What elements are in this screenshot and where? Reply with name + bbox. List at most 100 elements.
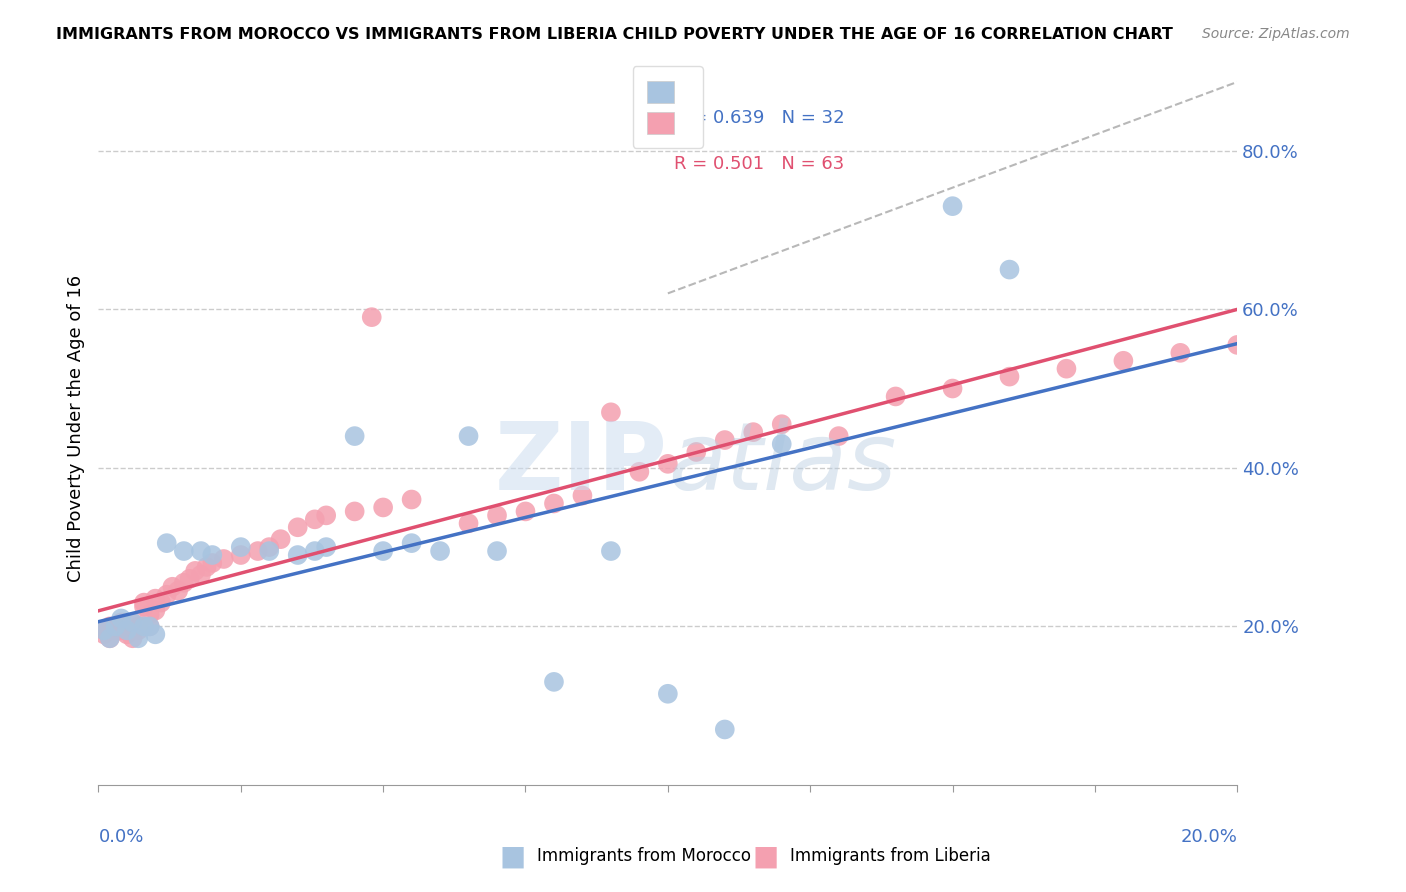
Point xyxy=(457,516,479,531)
Point xyxy=(229,548,252,562)
Point xyxy=(110,615,132,630)
Point xyxy=(515,504,537,518)
Point xyxy=(229,540,252,554)
Point xyxy=(184,564,207,578)
Point xyxy=(127,632,149,646)
Point xyxy=(104,624,127,638)
Point xyxy=(138,619,160,633)
Point xyxy=(98,632,121,646)
Point xyxy=(104,619,127,633)
Text: Source: ZipAtlas.com: Source: ZipAtlas.com xyxy=(1202,27,1350,41)
Point xyxy=(942,199,965,213)
Point xyxy=(145,603,167,617)
Point xyxy=(127,619,149,633)
Point xyxy=(742,425,765,439)
Point xyxy=(110,611,132,625)
Point xyxy=(127,624,149,638)
Text: IMMIGRANTS FROM MOROCCO VS IMMIGRANTS FROM LIBERIA CHILD POVERTY UNDER THE AGE O: IMMIGRANTS FROM MOROCCO VS IMMIGRANTS FR… xyxy=(56,27,1173,42)
Point xyxy=(315,540,337,554)
Point xyxy=(93,624,115,638)
Point xyxy=(201,556,224,570)
Point xyxy=(600,544,623,558)
Point xyxy=(828,429,851,443)
Point xyxy=(173,544,195,558)
Point xyxy=(115,627,138,641)
Point xyxy=(998,262,1021,277)
Point xyxy=(373,500,395,515)
Text: 0.0%: 0.0% xyxy=(98,828,143,846)
Point xyxy=(628,465,651,479)
Point xyxy=(287,548,309,562)
Point xyxy=(343,504,366,518)
Text: R = 0.639   N = 32: R = 0.639 N = 32 xyxy=(673,109,844,127)
Point xyxy=(212,552,235,566)
Text: R = 0.501   N = 63: R = 0.501 N = 63 xyxy=(673,155,844,173)
Point xyxy=(770,437,793,451)
Point xyxy=(115,624,138,638)
Point xyxy=(884,389,907,403)
Text: atlas: atlas xyxy=(668,418,896,509)
Y-axis label: Child Poverty Under the Age of 16: Child Poverty Under the Age of 16 xyxy=(66,275,84,582)
Point xyxy=(543,496,565,510)
Point xyxy=(942,382,965,396)
Point xyxy=(104,619,127,633)
Point xyxy=(373,544,395,558)
Text: 20.0%: 20.0% xyxy=(1181,828,1237,846)
Point xyxy=(115,624,138,638)
Point xyxy=(1112,353,1135,368)
Point xyxy=(156,536,179,550)
Point xyxy=(150,596,173,610)
Point xyxy=(343,429,366,443)
Point xyxy=(360,310,382,325)
Point xyxy=(162,580,184,594)
Point xyxy=(429,544,451,558)
Point xyxy=(145,627,167,641)
Point xyxy=(259,544,281,558)
Point xyxy=(173,575,195,590)
Point xyxy=(190,544,212,558)
Point xyxy=(1226,338,1249,352)
Point xyxy=(132,619,155,633)
Point xyxy=(1056,361,1078,376)
Point xyxy=(190,567,212,582)
Point xyxy=(145,591,167,606)
Point xyxy=(657,687,679,701)
Point xyxy=(138,619,160,633)
Point xyxy=(1170,346,1192,360)
Point xyxy=(685,445,707,459)
Point xyxy=(714,433,737,447)
Point xyxy=(93,627,115,641)
Point xyxy=(543,674,565,689)
Point xyxy=(138,607,160,622)
Point xyxy=(121,615,143,630)
Point xyxy=(98,624,121,638)
Point xyxy=(156,588,179,602)
Point xyxy=(270,532,292,546)
Point xyxy=(457,429,479,443)
Point xyxy=(770,417,793,432)
Text: Immigrants from Liberia: Immigrants from Liberia xyxy=(790,847,991,865)
Point xyxy=(132,596,155,610)
Point xyxy=(600,405,623,419)
Point xyxy=(121,615,143,630)
Point xyxy=(486,508,509,523)
Point xyxy=(98,632,121,646)
Point xyxy=(304,512,326,526)
Point xyxy=(93,624,115,638)
Point xyxy=(714,723,737,737)
Point xyxy=(998,369,1021,384)
Point xyxy=(259,540,281,554)
Point xyxy=(179,572,201,586)
Point xyxy=(167,583,190,598)
Point xyxy=(657,457,679,471)
Point xyxy=(132,599,155,614)
Point xyxy=(401,492,423,507)
Point xyxy=(571,489,593,503)
Legend: , : , xyxy=(633,66,703,148)
Point xyxy=(195,560,218,574)
Point xyxy=(110,624,132,638)
Point xyxy=(486,544,509,558)
Point xyxy=(401,536,423,550)
Point xyxy=(304,544,326,558)
Text: Immigrants from Morocco: Immigrants from Morocco xyxy=(537,847,751,865)
